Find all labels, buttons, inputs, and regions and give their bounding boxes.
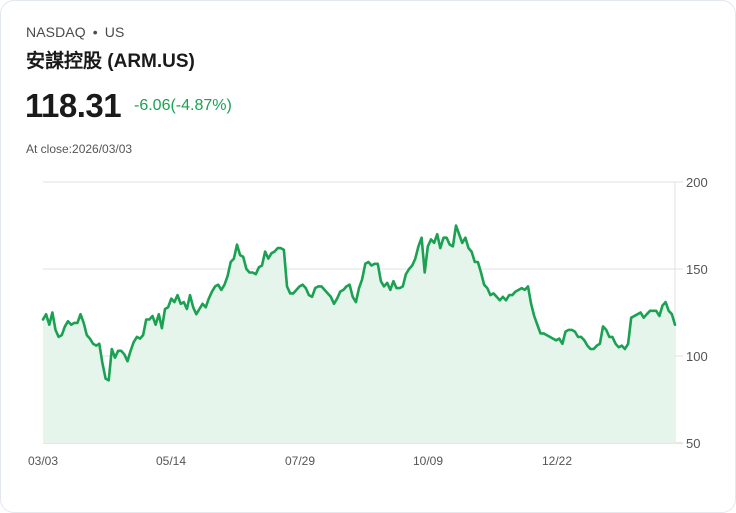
x-tick-label: 10/09 <box>413 454 443 468</box>
price-area-fill <box>43 225 675 443</box>
y-tick-label: 200 <box>686 175 708 190</box>
price-line[interactable] <box>41 224 677 382</box>
x-tick-label: 05/14 <box>156 454 186 468</box>
y-tick-label: 150 <box>686 262 708 277</box>
x-tick-label: 07/29 <box>285 454 315 468</box>
exchange-label: NASDAQ • US <box>26 24 124 40</box>
region-name: US <box>104 24 125 40</box>
x-tick-label: 03/03 <box>28 454 58 468</box>
y-tick-label: 50 <box>686 436 700 451</box>
price-change: -6.06(-4.87%) <box>134 97 232 114</box>
close-timestamp: At close:2026/03/03 <box>26 142 133 156</box>
x-tick-label: 12/22 <box>542 454 572 468</box>
exchange-name: NASDAQ <box>26 24 86 40</box>
x-axis: 03/03 05/14 07/29 10/09 12/22 <box>28 454 572 468</box>
current-price: 118.31 <box>25 87 122 124</box>
separator-dot: • <box>92 24 98 40</box>
y-axis: 200 150 100 50 <box>686 175 708 451</box>
y-tick-label: 100 <box>686 349 708 364</box>
stock-title: 安謀控股 (ARM.US) <box>26 51 195 72</box>
